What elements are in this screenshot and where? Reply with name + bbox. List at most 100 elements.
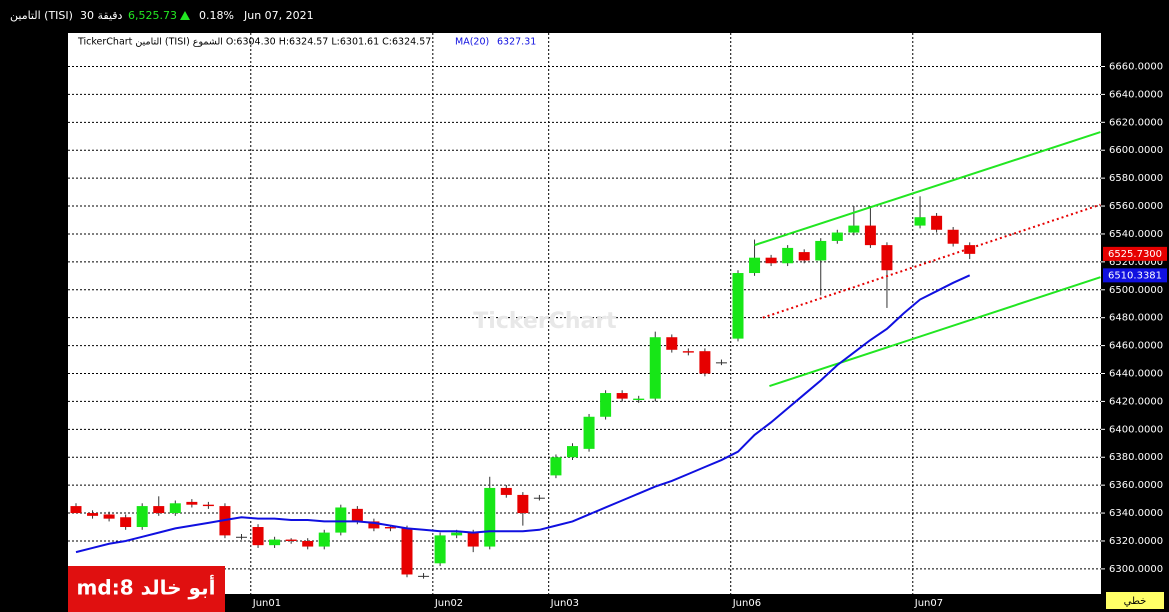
candle-body bbox=[765, 257, 777, 264]
y-tick-label: 6620.0000 bbox=[1109, 117, 1163, 128]
candle-body bbox=[236, 536, 247, 538]
ma-line bbox=[75, 274, 971, 554]
candle-body bbox=[964, 245, 976, 254]
y-tick-label: 6660.0000 bbox=[1109, 61, 1163, 72]
plot-area bbox=[68, 33, 1101, 594]
x-tick-label: Jun02 bbox=[434, 598, 463, 609]
candle-body bbox=[682, 351, 694, 353]
candle-body bbox=[881, 245, 893, 271]
candle-body bbox=[782, 247, 794, 264]
candle-body bbox=[831, 232, 843, 241]
candle-body bbox=[517, 494, 529, 514]
candle-body bbox=[136, 506, 148, 528]
last-value-box bbox=[1103, 246, 1167, 261]
candle-body bbox=[351, 508, 363, 522]
y-tick-label: 6560.0000 bbox=[1109, 201, 1163, 212]
candle-body bbox=[335, 507, 347, 533]
y-tick-label: 6320.0000 bbox=[1109, 536, 1163, 547]
last-value-label: 6525.7300 bbox=[1108, 249, 1162, 260]
candle-body bbox=[384, 527, 396, 529]
ma-legend: MA(20) bbox=[455, 37, 489, 48]
trend-line bbox=[762, 203, 1101, 319]
candle-body bbox=[401, 528, 413, 575]
candle-body bbox=[715, 362, 727, 364]
y-tick-label: 6520.0000 bbox=[1109, 257, 1163, 268]
candle-body bbox=[666, 337, 678, 350]
candle-body bbox=[600, 393, 612, 417]
trend-line bbox=[769, 276, 1101, 388]
candle-body bbox=[70, 506, 82, 514]
y-tick-label: 6600.0000 bbox=[1109, 145, 1163, 156]
y-tick-label: 6480.0000 bbox=[1109, 313, 1163, 324]
candle-body bbox=[269, 539, 281, 546]
up-arrow bbox=[180, 11, 190, 20]
y-tick-label: 6640.0000 bbox=[1109, 89, 1163, 100]
candle-body bbox=[202, 504, 214, 507]
x-tick-label: Jun07 bbox=[914, 598, 943, 609]
candle-body bbox=[285, 539, 297, 541]
last-value-label: 6510.3381 bbox=[1108, 270, 1162, 281]
candle-body bbox=[103, 514, 115, 519]
ma-legend-value: 6327.31 bbox=[497, 37, 536, 48]
candle-body bbox=[434, 535, 446, 564]
candle-body bbox=[649, 337, 661, 399]
candle-body bbox=[302, 540, 314, 547]
candle-body bbox=[914, 217, 926, 226]
candle-body bbox=[699, 351, 711, 374]
candle-body bbox=[550, 457, 562, 476]
last-value-box bbox=[1103, 268, 1167, 283]
date: Jun 07, 2021 bbox=[243, 9, 314, 22]
price: 6,525.73 bbox=[128, 9, 177, 22]
y-tick-label: 6400.0000 bbox=[1109, 424, 1163, 435]
candle-body bbox=[418, 575, 430, 577]
candle-body bbox=[633, 398, 645, 401]
candle-body bbox=[484, 487, 496, 547]
y-tick-label: 6580.0000 bbox=[1109, 173, 1163, 184]
candle-body bbox=[500, 487, 512, 495]
candle-body bbox=[616, 393, 628, 399]
candle-body bbox=[848, 225, 860, 233]
candle-body bbox=[732, 273, 744, 339]
y-tick-label: 6380.0000 bbox=[1109, 452, 1163, 463]
user-label: md:8 أبو خالد bbox=[77, 574, 216, 600]
candle-body bbox=[467, 532, 479, 547]
ohlc-legend: TickerChart التامين (TISI) الشموع O:6304… bbox=[77, 37, 431, 48]
y-tick-label: 6460.0000 bbox=[1109, 341, 1163, 352]
y-tick-label: 6540.0000 bbox=[1109, 229, 1163, 240]
x-tick-label: Jun03 bbox=[550, 598, 579, 609]
y-tick-label: 6420.0000 bbox=[1109, 396, 1163, 407]
interval: 30 دقيقة bbox=[80, 9, 123, 22]
candle-body bbox=[252, 527, 264, 546]
y-tick-label: 6440.0000 bbox=[1109, 369, 1163, 380]
candle-body bbox=[533, 497, 545, 499]
candle-body bbox=[87, 513, 99, 516]
candle-body bbox=[815, 240, 827, 261]
y-tick-label: 6300.0000 bbox=[1109, 564, 1163, 575]
x-tick-label: Jun01 bbox=[252, 598, 281, 609]
candle-body bbox=[318, 532, 330, 547]
candle-body bbox=[567, 446, 578, 458]
mode-button[interactable] bbox=[1106, 592, 1164, 609]
x-tick-label: Jun06 bbox=[732, 598, 761, 609]
candle-body bbox=[186, 501, 198, 505]
candle-body bbox=[749, 257, 761, 274]
candle-body bbox=[368, 521, 380, 529]
candle-body bbox=[169, 503, 181, 514]
change: 0.18% bbox=[199, 9, 234, 22]
candle-body bbox=[583, 416, 595, 449]
candle-body bbox=[931, 215, 943, 230]
candle-body bbox=[947, 229, 959, 244]
mode-label[interactable]: خطي bbox=[1124, 596, 1147, 607]
symbol: التامين (TISI) bbox=[10, 9, 73, 22]
candle-body bbox=[798, 252, 810, 261]
candle-body bbox=[120, 517, 132, 528]
trend-line bbox=[754, 131, 1101, 247]
candle-body bbox=[864, 225, 876, 246]
y-tick-label: 6360.0000 bbox=[1109, 480, 1163, 491]
user-badge bbox=[68, 566, 225, 612]
candle-body bbox=[451, 532, 463, 536]
y-tick-label: 6340.0000 bbox=[1109, 508, 1163, 519]
candle-body bbox=[153, 506, 165, 514]
y-tick-label: 6500.0000 bbox=[1109, 285, 1163, 296]
